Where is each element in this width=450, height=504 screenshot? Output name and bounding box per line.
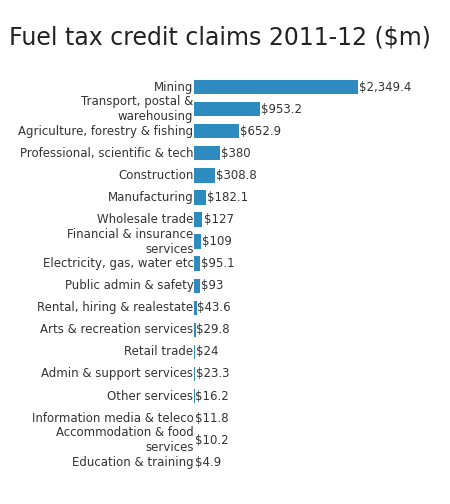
Text: $10.2: $10.2 <box>195 433 229 447</box>
Bar <box>194 389 195 403</box>
Text: Financial & insurance
services: Financial & insurance services <box>67 228 194 256</box>
Text: Manufacturing: Manufacturing <box>108 191 194 204</box>
Text: $23.3: $23.3 <box>196 367 230 381</box>
Text: $95.1: $95.1 <box>202 257 235 270</box>
Bar <box>194 367 195 381</box>
Text: Rental, hiring & realestate: Rental, hiring & realestate <box>37 301 193 314</box>
Text: Admin & support services: Admin & support services <box>41 367 194 381</box>
Text: Education & training: Education & training <box>72 456 194 469</box>
Text: $11.8: $11.8 <box>195 412 229 424</box>
Bar <box>194 300 197 315</box>
Text: Professional, scientific & tech: Professional, scientific & tech <box>20 147 194 160</box>
Bar <box>194 124 239 139</box>
Bar <box>194 168 215 182</box>
Text: Agriculture, forestry & fishing: Agriculture, forestry & fishing <box>18 125 194 138</box>
Bar <box>194 257 200 271</box>
Text: Information media & teleco: Information media & teleco <box>32 412 193 424</box>
Text: $93: $93 <box>201 279 224 292</box>
Text: $308.8: $308.8 <box>216 169 257 182</box>
Text: $43.6: $43.6 <box>197 301 231 314</box>
Text: $4.9: $4.9 <box>194 456 221 469</box>
Bar <box>194 212 202 227</box>
Text: Construction: Construction <box>118 169 194 182</box>
Text: $16.2: $16.2 <box>195 390 229 403</box>
Bar <box>194 345 195 359</box>
Text: Arts & recreation services: Arts & recreation services <box>40 324 194 336</box>
Text: Electricity, gas, water etc: Electricity, gas, water etc <box>43 257 193 270</box>
Bar <box>194 279 200 293</box>
Text: Mining: Mining <box>154 81 194 94</box>
Bar <box>194 234 201 249</box>
Text: Retail trade: Retail trade <box>124 345 194 358</box>
Text: $182.1: $182.1 <box>207 191 248 204</box>
Bar <box>194 191 206 205</box>
Text: $109: $109 <box>202 235 232 248</box>
Text: $2,349.4: $2,349.4 <box>359 81 411 94</box>
Text: Fuel tax credit claims 2011-12 ($m): Fuel tax credit claims 2011-12 ($m) <box>9 25 431 49</box>
Text: Other services: Other services <box>108 390 194 403</box>
Bar <box>194 323 196 337</box>
Text: $652.9: $652.9 <box>240 125 281 138</box>
Text: $29.8: $29.8 <box>196 324 230 336</box>
Bar <box>194 102 260 116</box>
Text: $127: $127 <box>203 213 234 226</box>
Text: Wholesale trade: Wholesale trade <box>97 213 194 226</box>
Bar <box>194 146 220 160</box>
Text: Transport, postal &
warehousing: Transport, postal & warehousing <box>81 95 194 123</box>
Text: $24: $24 <box>196 345 218 358</box>
Text: Accommodation & food
services: Accommodation & food services <box>56 426 194 454</box>
Text: $380: $380 <box>221 147 251 160</box>
Text: $953.2: $953.2 <box>261 103 302 116</box>
Bar <box>194 80 358 94</box>
Text: Public admin & safety: Public admin & safety <box>65 279 194 292</box>
